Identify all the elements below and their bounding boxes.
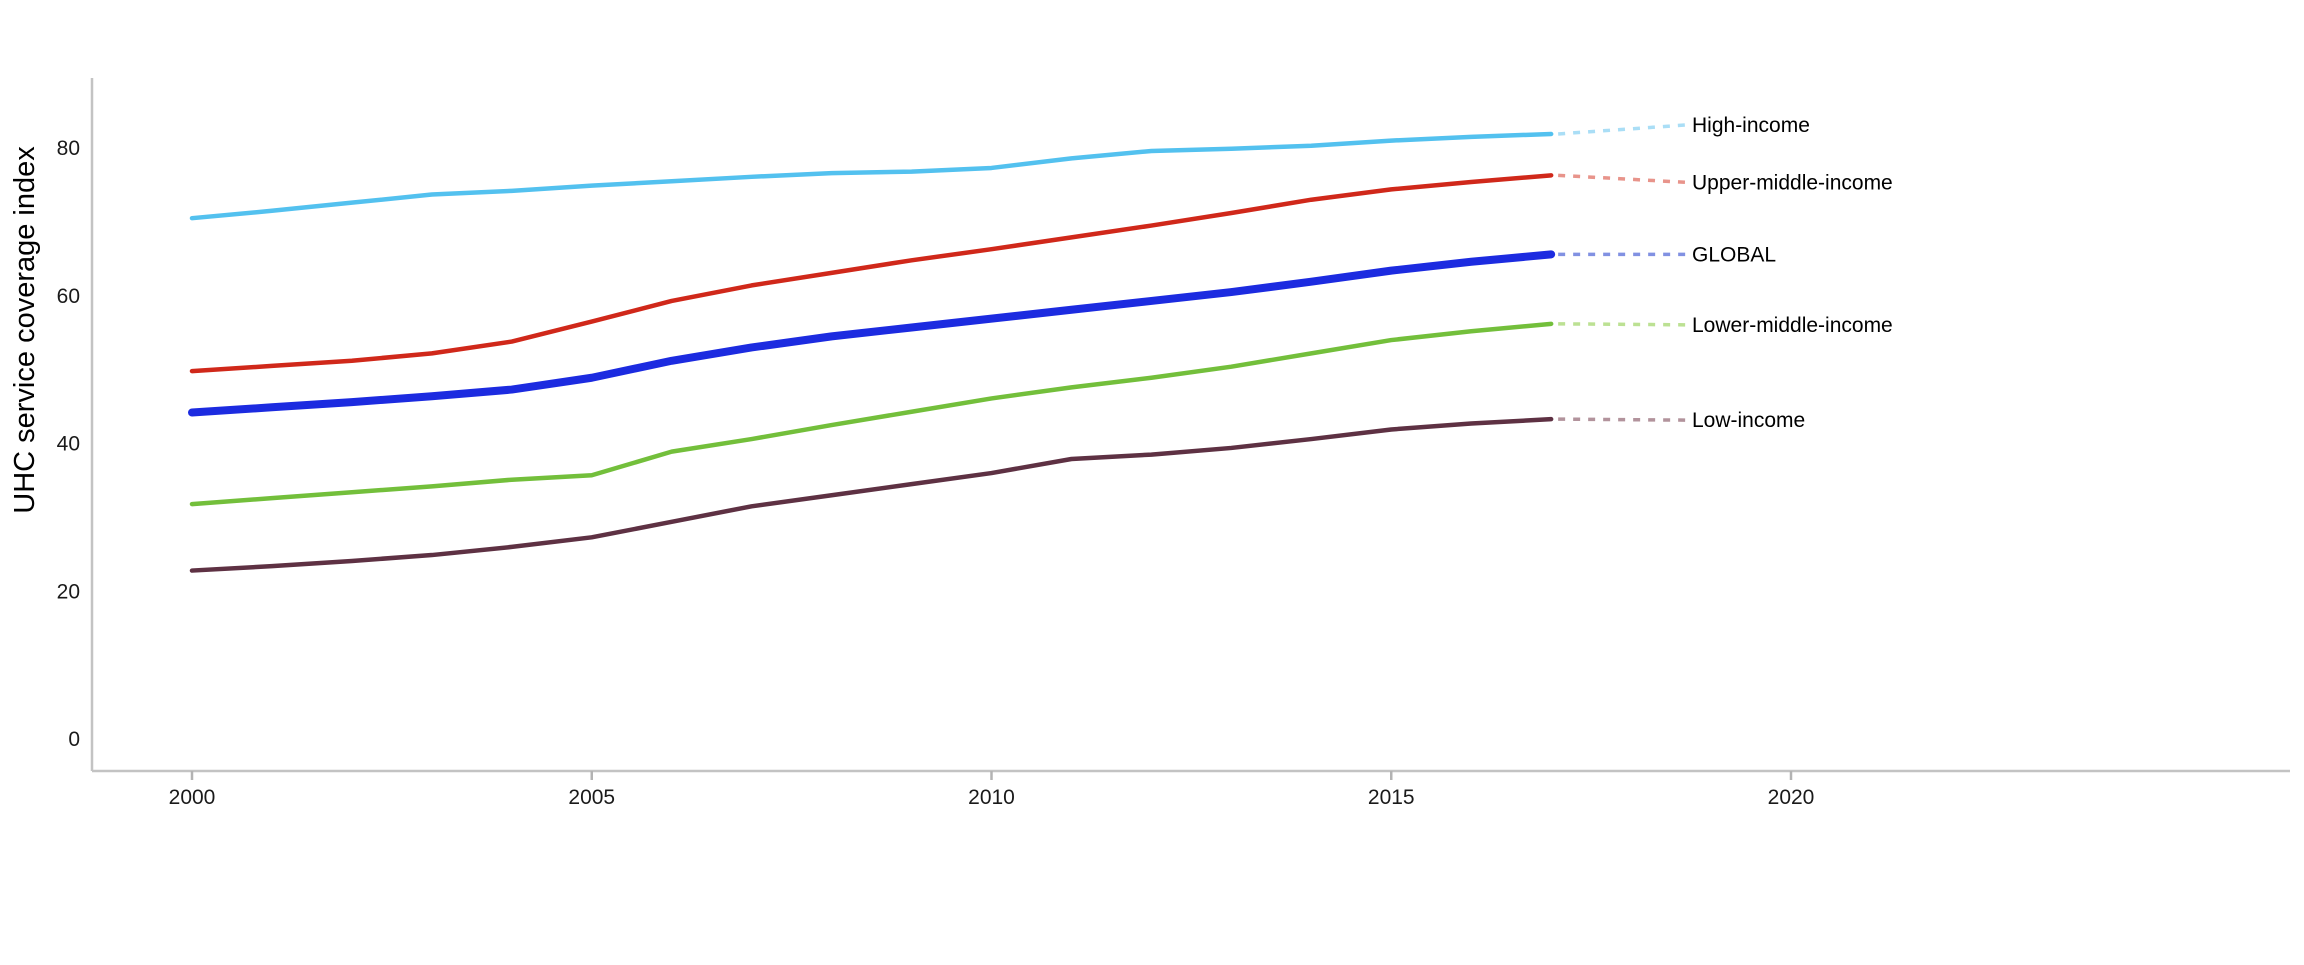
series-line-lower-middle-income [189,321,1554,507]
series-label-high-income: High-income [1692,114,1810,137]
series-label-low-income: Low-income [1692,409,1805,432]
series-line-high-income [189,131,1554,221]
x-tick-label-2010: 2010 [968,786,1015,809]
y-tick-label-60: 60 [57,285,80,308]
series-leader-dash-lower-middle-income [1558,322,1687,327]
y-axis-title: UHC service coverage index [9,146,41,514]
y-tick-label-40: 40 [57,433,80,456]
x-tick-label-2015: 2015 [1368,786,1415,809]
x-tick-label-2005: 2005 [568,786,615,809]
series-line-low-income [189,416,1554,573]
series-leader-dash-low-income [1558,417,1687,422]
series-label-global: GLOBAL [1692,243,1776,266]
series-leader-dash-high-income [1558,123,1687,136]
series-layer [188,123,1687,573]
y-tick-label-80: 80 [57,137,80,160]
series-label-upper-middle-income: Upper-middle-income [1692,171,1893,194]
y-tick-label-20: 20 [57,580,80,603]
x-tick-label-2020: 2020 [1768,786,1815,809]
x-tick-label-2000: 2000 [169,786,216,809]
axes-layer: 2000 2005 2010 2015 2020 0 20 40 60 80 [57,78,2290,809]
series-line-global [188,250,1556,417]
label-layer: High-income Upper-middle-income GLOBAL Lowe… [1692,114,1893,432]
series-leader-dash-upper-middle-income [1558,173,1687,185]
series-label-lower-middle-income: Lower-middle-income [1692,314,1893,337]
series-line-upper-middle-income [189,173,1554,374]
y-tick-label-0: 0 [68,728,80,751]
